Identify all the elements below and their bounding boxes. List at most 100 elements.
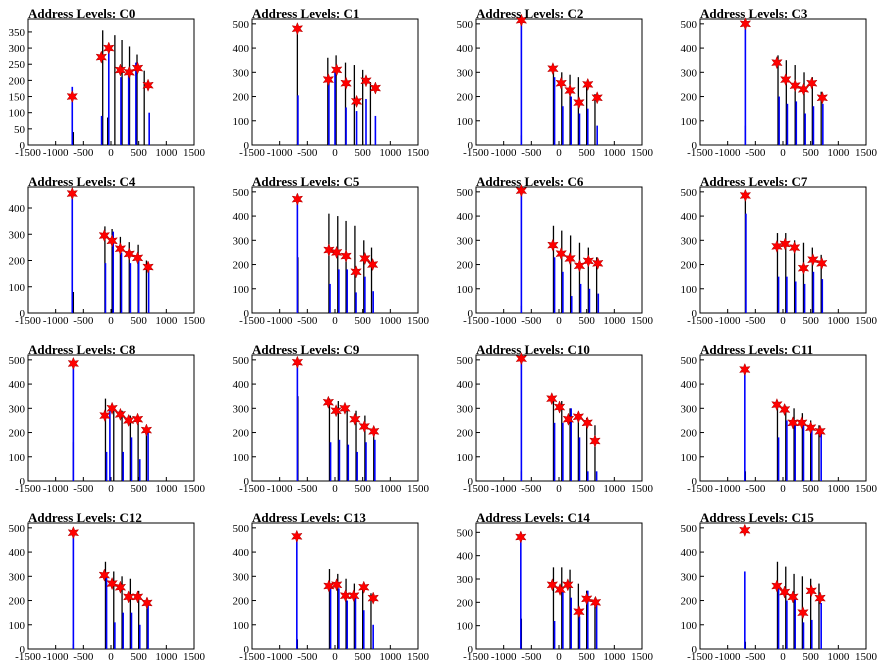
x-tick-label: 0	[780, 315, 786, 327]
y-tick-label: 300	[233, 403, 250, 415]
peak-marker	[339, 589, 352, 603]
y-tick-label: 100	[9, 282, 26, 294]
peak-marker	[816, 91, 829, 105]
x-tick-label: -500	[745, 651, 766, 663]
x-tick-label: 1000	[827, 483, 850, 495]
y-tick-label: 0	[692, 308, 698, 320]
x-tick-label: 1500	[631, 651, 654, 663]
x-tick-label: -500	[73, 315, 94, 327]
peak-marker	[106, 576, 118, 591]
peak-marker	[562, 578, 574, 592]
chart-svg: 0 100 200 300 400 500 -1500 -1000 -500 0 500 1000 15…	[457, 13, 654, 159]
peak-marker	[582, 254, 595, 268]
x-tick-label: -1500	[15, 651, 41, 663]
peak-marker	[546, 391, 558, 406]
peak-marker	[140, 423, 153, 437]
x-tick-label: -1000	[43, 651, 69, 663]
peak-marker	[564, 83, 576, 98]
y-tick-label: 200	[233, 428, 250, 440]
peak-marker	[779, 72, 792, 87]
y-tick-label: 0	[692, 140, 698, 152]
chart-svg: 0 100 200 300 400 500 -1500 -1000 -500 0 500 1000 15…	[457, 183, 654, 327]
peak-marker	[515, 351, 528, 366]
x-tick-label: -1000	[491, 651, 517, 663]
peak-marker	[99, 408, 111, 423]
peak-marker	[807, 253, 819, 267]
y-tick-label: 400	[9, 547, 26, 559]
y-tick-label: 0	[244, 140, 250, 152]
peak-marker	[546, 578, 559, 592]
x-tick-label: 1500	[407, 315, 430, 327]
y-tick-label: 300	[681, 235, 698, 247]
x-tick-label: -500	[745, 315, 766, 327]
x-tick-label: 1000	[379, 483, 402, 495]
x-tick-label: 0	[108, 651, 114, 663]
peak-marker	[322, 72, 335, 87]
chart-panel: 0 100 200 300 400 500 -1500 -1000 -500 0 500 1000 15…	[672, 336, 896, 504]
chart-title: Address Levels: C15	[700, 510, 814, 525]
peak-marker	[141, 596, 153, 610]
peak-marker	[95, 50, 108, 64]
peak-marker	[340, 76, 352, 90]
x-tick-label: -1000	[715, 147, 741, 159]
x-tick-label: -500	[297, 483, 318, 495]
x-tick-label: 1500	[407, 651, 430, 663]
peak-marker	[555, 246, 568, 261]
peak-marker	[330, 404, 342, 418]
chart-panel: 0 100 200 300 400 -1500 -1000 -500 0 500 1000 1500 A…	[0, 168, 224, 336]
peak-marker	[580, 592, 593, 606]
peak-marker	[357, 580, 370, 594]
x-tick-label: 1500	[407, 147, 430, 159]
chart-title: Address Levels: C5	[252, 174, 360, 189]
y-tick-label: 0	[244, 644, 250, 656]
peak-marker	[814, 591, 826, 605]
x-tick-label: 1500	[631, 315, 654, 327]
chart-title: Address Levels: C10	[476, 342, 590, 357]
y-tick-label: 300	[681, 571, 698, 583]
plot-frame	[475, 186, 643, 314]
x-tick-label: 1000	[155, 651, 178, 663]
peak-marker	[739, 362, 751, 377]
y-tick-label: 500	[457, 355, 474, 367]
y-tick-label: 500	[9, 523, 26, 535]
peak-marker	[771, 579, 783, 593]
peak-marker	[547, 238, 559, 252]
y-tick-label: 500	[233, 523, 250, 535]
peak-marker	[330, 245, 343, 260]
y-tick-label: 500	[9, 355, 26, 367]
y-tick-label: 400	[233, 211, 250, 223]
y-tick-label: 0	[244, 308, 250, 320]
x-tick-label: 1000	[827, 315, 850, 327]
y-tick-label: 100	[233, 620, 250, 632]
y-tick-label: 200	[681, 92, 698, 104]
x-tick-label: 1000	[603, 651, 626, 663]
peak-marker	[349, 412, 361, 426]
chart-panel: 0 100 200 300 400 500 -1500 -1000 -500 0 500 1000 15…	[672, 0, 896, 168]
chart-svg: 0 100 200 300 400 500 -1500 -1000 -500 0 500 1000 15…	[233, 354, 430, 495]
peak-marker	[788, 240, 801, 255]
peak-marker	[322, 395, 335, 409]
y-tick-label: 100	[457, 621, 474, 633]
x-tick-label: 1000	[155, 147, 178, 159]
plot-frame	[699, 354, 867, 482]
peak-marker	[739, 188, 752, 203]
chart-panel: 0 100 200 300 400 500 -1500 -1000 -500 0 500 1000 15…	[448, 168, 672, 336]
peak-marker	[123, 247, 136, 261]
x-tick-label: 0	[108, 483, 114, 495]
y-tick-label: 100	[457, 116, 474, 128]
x-tick-label: -1500	[687, 651, 713, 663]
peak-marker	[323, 243, 335, 257]
x-tick-label: -500	[73, 147, 94, 159]
peak-marker	[573, 95, 585, 110]
y-tick-label: 300	[681, 67, 698, 79]
x-tick-label: 500	[578, 147, 595, 159]
x-tick-label: -500	[521, 315, 542, 327]
y-tick-label: 100	[233, 452, 250, 464]
y-tick-label: 200	[9, 428, 26, 440]
y-tick-label: 300	[233, 235, 250, 247]
x-tick-label: 1000	[603, 483, 626, 495]
peak-marker	[797, 261, 810, 275]
peak-marker	[547, 61, 559, 76]
x-tick-label: -1000	[267, 483, 293, 495]
peak-marker	[591, 91, 603, 105]
